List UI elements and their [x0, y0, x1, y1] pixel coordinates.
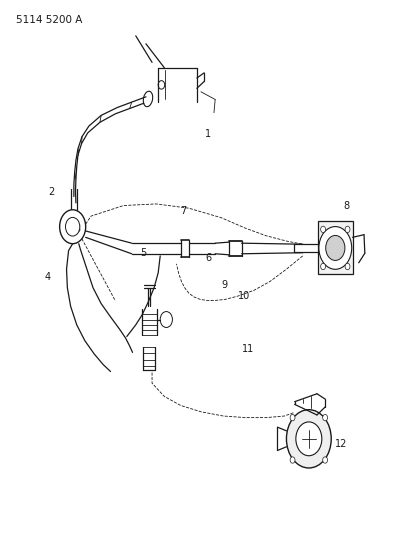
Circle shape — [344, 226, 349, 232]
Text: 2: 2 — [48, 187, 54, 197]
Circle shape — [322, 457, 327, 463]
Circle shape — [59, 210, 85, 244]
Circle shape — [290, 415, 294, 421]
Text: 1: 1 — [204, 129, 211, 139]
Circle shape — [158, 80, 164, 89]
Circle shape — [325, 236, 344, 261]
Text: 10: 10 — [237, 290, 249, 301]
Text: 12: 12 — [335, 439, 347, 449]
Circle shape — [318, 227, 351, 269]
Text: 8: 8 — [343, 201, 349, 211]
Circle shape — [160, 312, 172, 327]
Circle shape — [344, 263, 349, 270]
Circle shape — [295, 422, 321, 456]
Circle shape — [290, 457, 294, 463]
Circle shape — [65, 217, 80, 236]
Circle shape — [322, 415, 327, 421]
Ellipse shape — [143, 91, 152, 107]
Text: 5114 5200 A: 5114 5200 A — [16, 14, 82, 25]
Text: 5: 5 — [139, 248, 146, 258]
Text: 6: 6 — [204, 253, 211, 263]
Text: 7: 7 — [180, 206, 187, 216]
Circle shape — [320, 263, 325, 270]
Text: 11: 11 — [241, 344, 253, 354]
Text: 4: 4 — [44, 272, 50, 282]
Text: 3: 3 — [74, 224, 81, 235]
FancyBboxPatch shape — [317, 221, 352, 274]
Text: 9: 9 — [221, 280, 227, 290]
Circle shape — [320, 226, 325, 232]
Circle shape — [286, 410, 330, 468]
